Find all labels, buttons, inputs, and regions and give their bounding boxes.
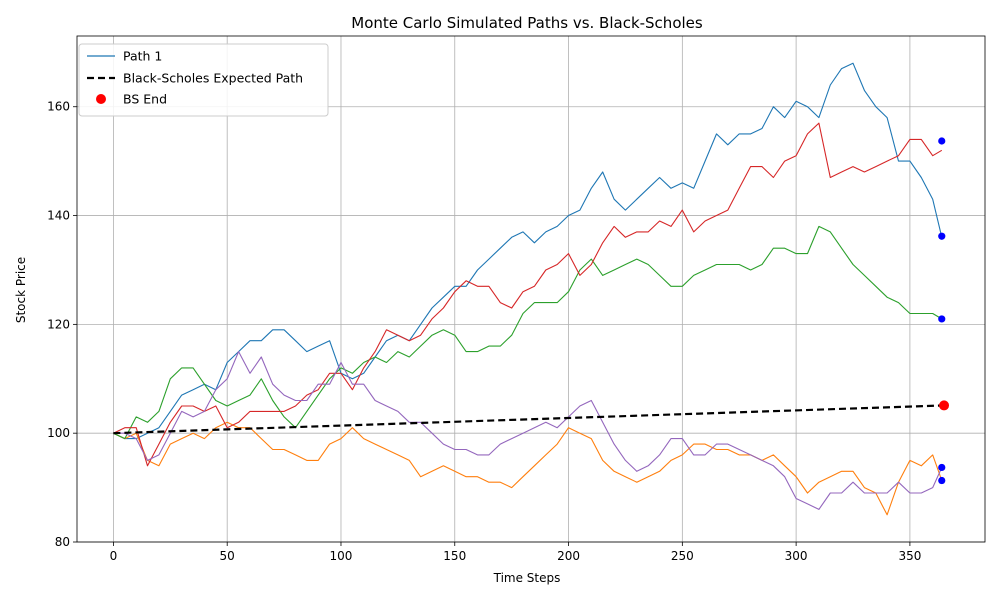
y-tick-label: 120 [47, 317, 70, 331]
path-end-marker [938, 315, 946, 323]
legend-swatch-marker [96, 94, 106, 104]
series-line-1 [113, 62, 943, 440]
x-tick-label: 150 [443, 549, 466, 563]
legend: Path 1 Black-Scholes Expected Path BS End [78, 43, 329, 117]
x-axis-label: Time Steps [493, 571, 561, 585]
path-end-marker [938, 476, 946, 485]
series-line-3 [113, 225, 943, 440]
series-line-5 [113, 351, 943, 510]
y-tick-label: 80 [55, 535, 70, 549]
y-axis-label: Stock Price [14, 257, 28, 323]
path-end-marker [938, 137, 946, 145]
x-tick-label: 200 [557, 549, 580, 563]
x-tick-label: 0 [110, 549, 118, 563]
bs-expected-path-line [113, 404, 945, 435]
x-tick-label: 300 [785, 549, 808, 563]
path-end-marker [938, 463, 946, 472]
bs-end-marker [939, 400, 950, 411]
legend-label: Path 1 [123, 49, 162, 64]
axes-layer: 0 50 100 150 200 250 300 350 80 100 120 140 160 [47, 35, 986, 563]
y-tick-label: 160 [47, 100, 70, 114]
y-tick-label: 140 [47, 209, 70, 223]
series-line-2 [113, 421, 943, 516]
x-tick-label: 250 [671, 549, 694, 563]
x-tick-label: 50 [220, 549, 235, 563]
legend-box [78, 43, 329, 117]
path-end-marker [938, 232, 946, 240]
y-tick-label: 100 [47, 426, 70, 440]
legend-label: BS End [123, 92, 167, 107]
legend-label: Black-Scholes Expected Path [123, 71, 303, 86]
chart-title: Monte Carlo Simulated Paths vs. Black-Sc… [351, 14, 703, 32]
x-tick-label: 100 [330, 549, 353, 563]
series-layer [113, 62, 950, 516]
series-line-4 [113, 122, 943, 467]
x-tick-label: 350 [898, 549, 921, 563]
plot-frame [76, 35, 986, 543]
